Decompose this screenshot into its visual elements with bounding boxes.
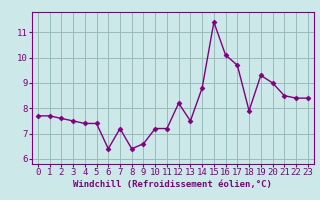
X-axis label: Windchill (Refroidissement éolien,°C): Windchill (Refroidissement éolien,°C) — [73, 180, 272, 189]
